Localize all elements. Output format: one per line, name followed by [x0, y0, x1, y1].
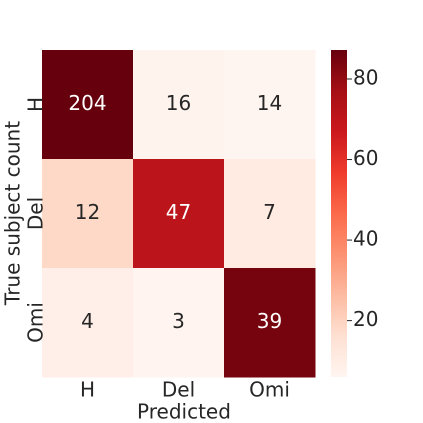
heatmap-cell	[133, 159, 225, 269]
y-tick-label: Del	[24, 197, 48, 230]
x-tick-label: H	[80, 378, 95, 402]
cell-label: 39	[257, 309, 282, 333]
cell-label: 4	[81, 309, 94, 333]
heatmap-cell	[224, 50, 316, 160]
colorbar-tick-label: 60	[353, 146, 378, 170]
cell-label: 47	[166, 200, 191, 224]
colorbar-tick-label: 40	[353, 227, 378, 251]
heatmap-cell	[133, 268, 225, 378]
heatmap-cell	[133, 50, 225, 160]
heatmap-cell	[42, 50, 134, 160]
x-tick-label: Omi	[249, 378, 290, 402]
cell-label: 3	[172, 309, 185, 333]
cell-label: 7	[263, 200, 276, 224]
x-tick-label: Del	[162, 378, 195, 402]
colorbar-tick-label: 20	[353, 307, 378, 331]
heatmap-cell	[224, 159, 316, 269]
heatmap-cell	[224, 268, 316, 378]
cell-label: 204	[68, 91, 106, 115]
cell-label: 14	[257, 91, 282, 115]
colorbar	[331, 50, 347, 377]
heatmap-cell	[42, 159, 134, 269]
x-axis-label: Predicted	[137, 400, 231, 423]
cell-label: 16	[166, 91, 191, 115]
y-axis-label: True subject count	[1, 121, 25, 306]
heatmap-cell	[42, 268, 134, 378]
colorbar-tick-label: 80	[353, 65, 378, 89]
y-tick-label: Omi	[24, 302, 48, 343]
y-tick-label: H	[24, 97, 48, 112]
cell-label: 12	[75, 200, 100, 224]
